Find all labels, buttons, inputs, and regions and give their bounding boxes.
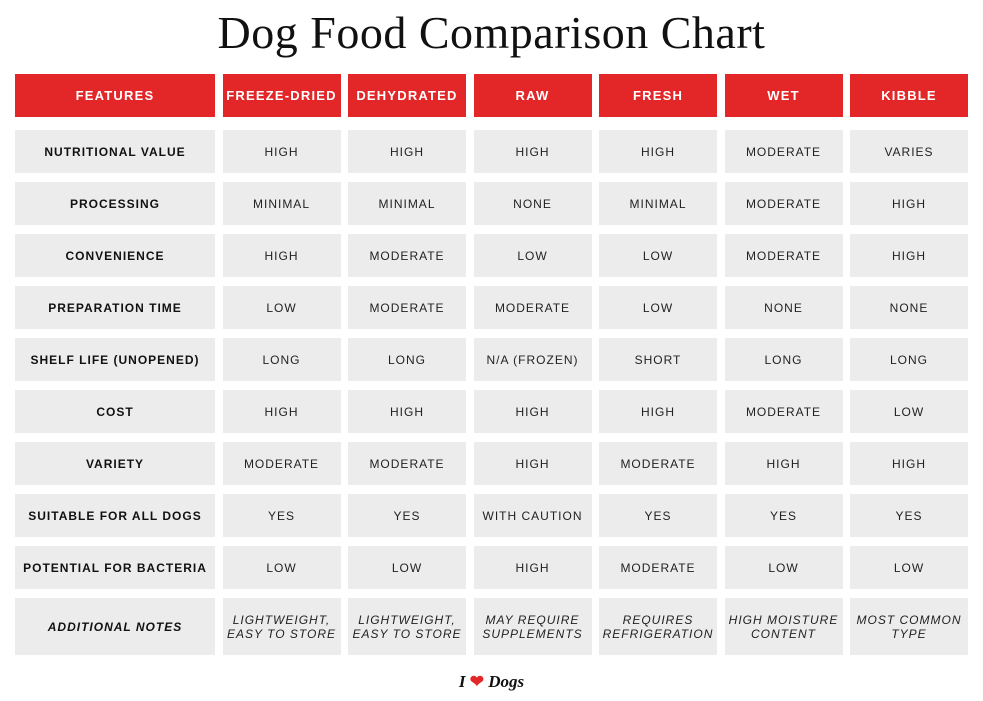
table-cell: YES: [850, 494, 968, 537]
table-cell: HIGH: [473, 546, 592, 589]
row-feature-label: POTENTIAL FOR BACTERIA: [15, 546, 215, 589]
table-cell: HIGH: [724, 442, 843, 485]
table-cell: MODERATE: [724, 390, 843, 433]
table-cell: HIGH: [473, 442, 592, 485]
table-cell: MOST COMMON TYPE: [850, 598, 968, 655]
table-cell: HIGH: [850, 234, 968, 277]
table-cell: LOW: [599, 286, 717, 329]
table-cell: MODERATE: [599, 546, 717, 589]
page-title: Dog Food Comparison Chart: [217, 7, 766, 58]
table-cell: HIGH: [473, 390, 592, 433]
table-cell: LOW: [724, 546, 843, 589]
table-cell: NONE: [850, 286, 968, 329]
table-cell: YES: [222, 494, 341, 537]
table-cell: LOW: [222, 546, 341, 589]
table-cell: LOW: [850, 546, 968, 589]
table-cell: N/A (FROZEN): [473, 338, 592, 381]
column-header: DEHYDRATED: [348, 74, 466, 117]
table-cell: LOW: [850, 390, 968, 433]
table-cell: HIGH: [348, 390, 466, 433]
table-cell: MODERATE: [348, 442, 466, 485]
table-cell: NONE: [473, 182, 592, 225]
heart-icon: ❤: [469, 672, 484, 691]
table-cell: MODERATE: [599, 442, 717, 485]
table-cell: REQUIRES REFRIGERATION: [599, 598, 717, 655]
table-cell: HIGH: [850, 182, 968, 225]
table-cell: YES: [724, 494, 843, 537]
table-cell: SHORT: [599, 338, 717, 381]
row-feature-label: NUTRITIONAL VALUE: [15, 130, 215, 173]
table-cell: MINIMAL: [599, 182, 717, 225]
table-cell: HIGH: [599, 130, 717, 173]
table-cell: HIGH: [348, 130, 466, 173]
column-header: FEATURES: [15, 74, 215, 117]
logo-text-i: I: [458, 672, 466, 691]
table-cell: MAY REQUIRE SUPPLEMENTS: [473, 598, 592, 655]
row-feature-label: PREPARATION TIME: [15, 286, 215, 329]
table-cell: MODERATE: [724, 182, 843, 225]
column-header: FREEZE-DRIED: [222, 74, 341, 117]
column-header: WET: [724, 74, 843, 117]
table-cell: MODERATE: [724, 234, 843, 277]
row-feature-label: COST: [15, 390, 215, 433]
row-feature-label: ADDITIONAL NOTES: [15, 598, 215, 655]
table-cell: HIGH: [599, 390, 717, 433]
table-cell: LOW: [348, 546, 466, 589]
row-feature-label: SUITABLE FOR ALL DOGS: [15, 494, 215, 537]
table-cell: LONG: [850, 338, 968, 381]
row-feature-label: VARIETY: [15, 442, 215, 485]
row-feature-label: CONVENIENCE: [15, 234, 215, 277]
row-feature-label: PROCESSING: [15, 182, 215, 225]
table-cell: MODERATE: [348, 286, 466, 329]
table-cell: LONG: [222, 338, 341, 381]
table-cell: HIGH: [222, 390, 341, 433]
logo: I ❤ Dogs: [0, 672, 983, 692]
table-cell: LOW: [222, 286, 341, 329]
column-header: RAW: [473, 74, 592, 117]
table-cell: HIGH: [850, 442, 968, 485]
table-cell: MODERATE: [222, 442, 341, 485]
table-cell: MINIMAL: [222, 182, 341, 225]
table-cell: HIGH: [473, 130, 592, 173]
table-cell: LIGHTWEIGHT, EASY TO STORE: [222, 598, 341, 655]
table-cell: YES: [599, 494, 717, 537]
table-cell: MODERATE: [724, 130, 843, 173]
table-cell: HIGH MOISTURE CONTENT: [724, 598, 843, 655]
table-cell: WITH CAUTION: [473, 494, 592, 537]
table-cell: HIGH: [222, 234, 341, 277]
table-cell: HIGH: [222, 130, 341, 173]
table-cell: MODERATE: [473, 286, 592, 329]
table-cell: LOW: [599, 234, 717, 277]
table-cell: NONE: [724, 286, 843, 329]
table-cell: LONG: [348, 338, 466, 381]
table-cell: MODERATE: [348, 234, 466, 277]
comparison-table: FEATURES FREEZE-DRIED DEHYDRATED RAW FRESH WE…: [15, 74, 968, 655]
table-cell: VARIES: [850, 130, 968, 173]
table-cell: LOW: [473, 234, 592, 277]
table-cell: MINIMAL: [348, 182, 466, 225]
table-cell: LIGHTWEIGHT, EASY TO STORE: [348, 598, 466, 655]
logo-text-dogs: Dogs: [488, 672, 525, 691]
row-feature-label: SHELF LIFE (UNOPENED): [15, 338, 215, 381]
column-header: KIBBLE: [850, 74, 968, 117]
table-cell: LONG: [724, 338, 843, 381]
table-cell: YES: [348, 494, 466, 537]
column-header: FRESH: [599, 74, 717, 117]
